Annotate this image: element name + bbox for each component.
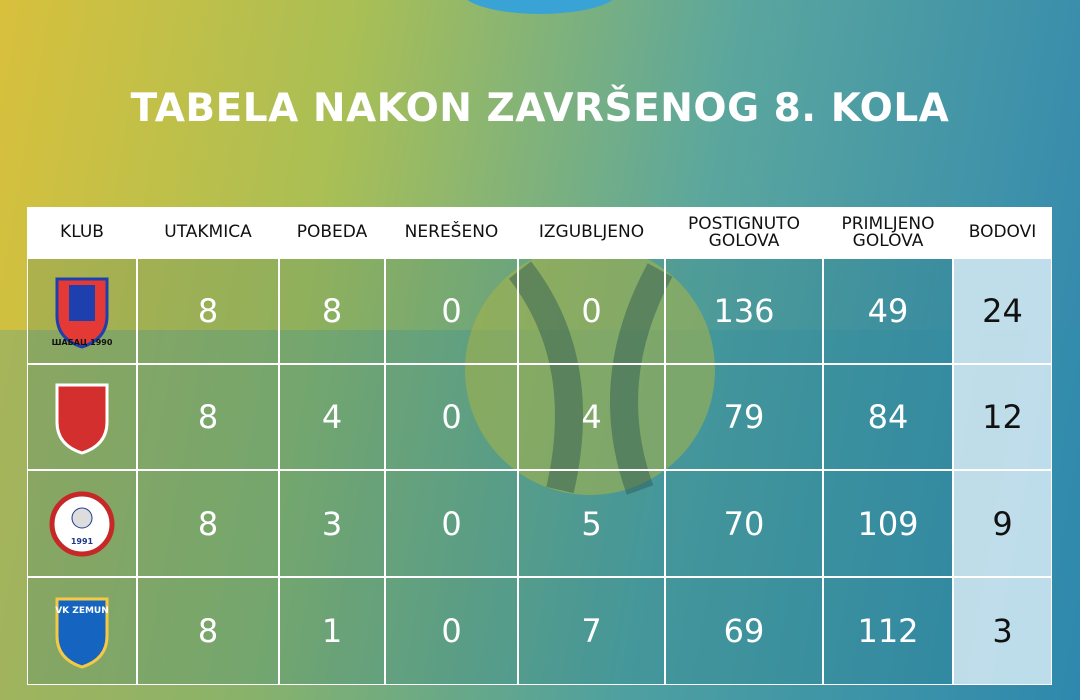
- club-cell: 1991: [27, 470, 137, 577]
- header-cell: IZGUBLJENO: [518, 207, 665, 258]
- stat-cell: 4: [518, 364, 665, 470]
- top-logo: [467, 0, 613, 14]
- points-cell: 12: [953, 364, 1052, 470]
- stat-cell: 3: [279, 470, 385, 577]
- ball: [465, 245, 715, 495]
- header-cell: NEREŠENO: [385, 207, 518, 258]
- stat-cell: 1: [279, 577, 385, 685]
- stat-cell: 8: [279, 258, 385, 364]
- header-cell: PRIMLJENO GOLOVA: [823, 207, 953, 258]
- logo-stripe: [69, 285, 95, 321]
- header-cell: BODOVI: [953, 207, 1052, 258]
- stat-cell: 8: [137, 364, 279, 470]
- stat-cell: 0: [385, 470, 518, 577]
- logo-text: 1991: [71, 537, 94, 546]
- stat-cell: 109: [823, 470, 953, 577]
- stat-cell: 8: [137, 577, 279, 685]
- title: TABELA NAKON ZAVRŠENOG 8. KOLA: [130, 86, 950, 131]
- points-cell: 24: [953, 258, 1052, 364]
- stat-cell: 0: [385, 577, 518, 685]
- stat-cell: 0: [385, 364, 518, 470]
- club-logo: 1991: [49, 491, 115, 556]
- club-logo: VK ZEMUN: [55, 597, 109, 669]
- header-cell: KLUB: [27, 207, 137, 258]
- stat-cell: 0: [385, 258, 518, 364]
- stat-cell: 5: [518, 470, 665, 577]
- club-logo: [55, 383, 109, 455]
- stat-cell: 70: [665, 470, 823, 577]
- stat-cell: 4: [279, 364, 385, 470]
- logo-text: ШАБАЦ 1990: [52, 338, 113, 347]
- logo-text: VK ZEMUN: [55, 606, 109, 616]
- club-cell: [27, 364, 137, 470]
- stat-cell: 69: [665, 577, 823, 685]
- stat-cell: 8: [137, 470, 279, 577]
- header-cell: UTAKMICA: [137, 207, 279, 258]
- stat-cell: 0: [518, 258, 665, 364]
- stat-cell: 7: [518, 577, 665, 685]
- stat-cell: 112: [823, 577, 953, 685]
- points-cell: 9: [953, 470, 1052, 577]
- club-cell: VK ZEMUN: [27, 577, 137, 685]
- club-cell: ШАБАЦ 1990: [27, 258, 137, 364]
- ball-stripes: [508, 261, 673, 495]
- points-cell: 3: [953, 577, 1052, 685]
- logo-ball: [71, 507, 93, 528]
- header-cell: POBEDA: [279, 207, 385, 258]
- logo-shape: [55, 383, 109, 455]
- stat-cell: 49: [823, 258, 953, 364]
- stat-cell: 84: [823, 364, 953, 470]
- club-logo: ШАБАЦ 1990: [52, 277, 113, 349]
- stat-cell: 79: [665, 364, 823, 470]
- header-cell: POSTIGNUTO GOLOVA: [665, 207, 823, 258]
- stat-cell: 8: [137, 258, 279, 364]
- stat-cell: 136: [665, 258, 823, 364]
- logo-shape: [55, 597, 109, 669]
